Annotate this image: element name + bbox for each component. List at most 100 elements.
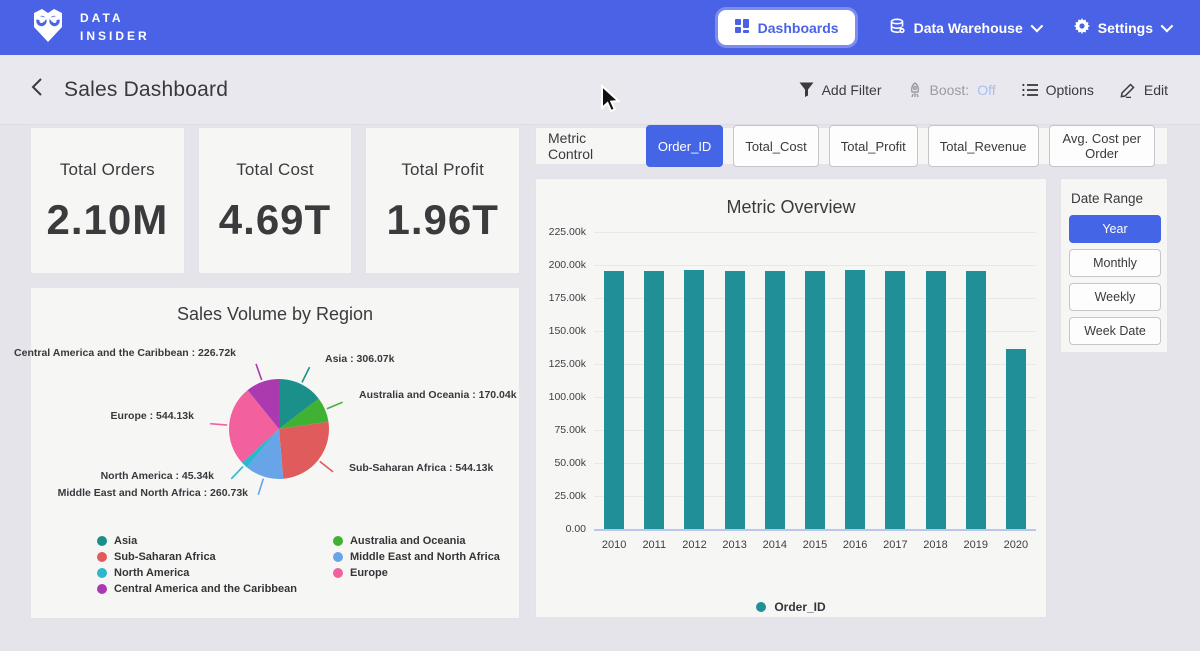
x-tick-label: 2020 (1004, 539, 1028, 551)
nav-dashboards-button[interactable]: Dashboards (718, 10, 855, 45)
nav-settings-menu[interactable]: Settings (1074, 18, 1170, 37)
bar-2012[interactable] (684, 270, 704, 529)
bar-chart-title: Metric Overview (536, 197, 1046, 218)
gear-icon (1074, 18, 1090, 37)
options-label: Options (1046, 82, 1094, 98)
pie-callout-central-america-and-the-caribbean: Central America and the Caribbean : 226.… (14, 347, 236, 359)
brand-logo[interactable]: DATA INSIDER (28, 5, 150, 50)
bar-chart-legend: Order_ID (536, 600, 1046, 614)
dashboard-body: Total Orders2.10MTotal Cost4.69TTotal Pr… (0, 125, 1200, 619)
back-button[interactable] (30, 77, 44, 102)
legend-item-north-america: North America (97, 567, 297, 579)
bar-2010[interactable] (604, 271, 624, 529)
date-range-button-monthly[interactable]: Monthly (1069, 249, 1161, 277)
pencil-icon (1120, 82, 1136, 98)
pie-callout-europe: Europe : 544.13k (111, 410, 194, 422)
bar-2018[interactable] (926, 271, 946, 529)
metric-button-total-profit[interactable]: Total_Profit (829, 125, 918, 167)
kpi-label: Total Orders (31, 160, 184, 180)
x-tick-label: 2010 (602, 539, 626, 551)
pie-callout-sub-saharan-africa: Sub-Saharan Africa : 544.13k (349, 462, 493, 474)
bar-2017[interactable] (885, 271, 905, 529)
legend-item-asia: Asia (97, 535, 297, 547)
metric-control-bar: Metric Control Order_IDTotal_Cost Total_P… (535, 127, 1168, 165)
date-range-button-week-date[interactable]: Week Date (1069, 317, 1161, 345)
metric-button-order-id[interactable]: Order_ID (646, 125, 723, 167)
date-range-label: Date Range (1071, 191, 1159, 206)
top-navbar: DATA INSIDER Dashboards (0, 0, 1200, 55)
date-range-button-weekly[interactable]: Weekly (1069, 283, 1161, 311)
bar-chart-plot[interactable]: 225.00k200.00k175.00k150.00k125.00k100.0… (536, 222, 1046, 574)
filter-funnel-icon (799, 82, 814, 97)
bar-chart-card: Metric Overview 225.00k200.00k175.00k150… (535, 178, 1047, 618)
dashboard-grid-icon (734, 18, 750, 37)
boost-rocket-icon (908, 82, 922, 98)
pie-leader-line (302, 367, 310, 382)
add-filter-button[interactable]: Add Filter (799, 82, 882, 98)
legend-label: Sub-Saharan Africa (114, 551, 216, 563)
legend-item-australia-and-oceania: Australia and Oceania (333, 535, 500, 547)
pie-chart-card: Sales Volume by Region Asia : 306.07k Aus… (30, 287, 520, 619)
metric-button-total-cost[interactable]: Total_Cost (733, 125, 818, 167)
pie-chart[interactable]: Asia : 306.07k Australia and Oceania : 17… (31, 331, 519, 521)
y-tick-label: 125.00k (540, 358, 586, 370)
legend-label: North America (114, 567, 189, 579)
boost-value: Off (977, 82, 995, 98)
legend-label: Australia and Oceania (350, 535, 466, 547)
kpi-value: 1.96T (366, 196, 519, 244)
y-tick-label: 150.00k (540, 325, 586, 337)
kpi-card-total-orders: Total Orders2.10M (30, 127, 185, 274)
bar-2016[interactable] (845, 270, 865, 529)
pie-legend-column: Asia Sub-Saharan Africa North America Centr… (97, 535, 297, 595)
pie-leader-line (256, 364, 262, 380)
legend-label: Middle East and North Africa (350, 551, 500, 563)
y-tick-label: 200.00k (540, 259, 586, 271)
bar-2011[interactable] (644, 271, 664, 529)
date-range-button-year[interactable]: Year (1069, 215, 1161, 243)
pie-leader-line (327, 402, 343, 409)
kpi-card-total-profit: Total Profit1.96T (365, 127, 520, 274)
legend-label: Europe (350, 567, 388, 579)
edit-button[interactable]: Edit (1120, 82, 1168, 98)
pie-callout-australia-and-oceania: Australia and Oceania : 170.04k (359, 389, 517, 401)
brand-name: DATA INSIDER (80, 10, 150, 45)
pie-leader-line (258, 479, 263, 495)
legend-dot-icon (756, 602, 766, 612)
legend-item-sub-saharan-africa: Sub-Saharan Africa (97, 551, 297, 563)
x-tick-label: 2019 (963, 539, 987, 551)
bar-2019[interactable] (966, 271, 986, 529)
metric-control-label: Metric Control (548, 130, 630, 162)
options-list-icon (1022, 83, 1038, 97)
legend-dot-icon (97, 584, 107, 594)
date-range-panel: Date Range Year Monthly Weekly Week Date (1060, 178, 1168, 353)
metric-button-total-revenue[interactable]: Total_Revenue (928, 125, 1039, 167)
pie-callout-asia: Asia : 306.07k (325, 353, 394, 365)
pie-callout-north-america: North America : 45.34k (101, 470, 214, 482)
bar-2015[interactable] (805, 271, 825, 529)
metric-button-avg-cost-per-order[interactable]: Avg. Cost per Order (1049, 125, 1155, 167)
bar-2014[interactable] (765, 271, 785, 529)
legend-item-middle-east-and-north-africa: Middle East and North Africa (333, 551, 500, 563)
pie-callout-middle-east-and-north-africa: Middle East and North Africa : 260.73k (58, 487, 248, 499)
legend-label: Asia (114, 535, 137, 547)
pie-legend-column: Australia and Oceania Middle East and Nor… (333, 535, 500, 595)
options-button[interactable]: Options (1022, 82, 1094, 98)
boost-toggle[interactable]: Boost: Off (908, 82, 996, 98)
legend-dot-icon (97, 552, 107, 562)
pie-slice-sub-saharan-africa[interactable] (279, 422, 329, 479)
bar-2020[interactable] (1006, 349, 1026, 529)
nav-data-warehouse-menu[interactable]: Data Warehouse (889, 18, 1040, 38)
kpi-label: Total Cost (199, 160, 352, 180)
chevron-down-icon (1161, 20, 1174, 33)
x-tick-label: 2018 (923, 539, 947, 551)
pie-leader-line (231, 467, 243, 479)
x-tick-label: 2015 (803, 539, 827, 551)
legend-item-central-america-and-the-caribbean: Central America and the Caribbean (97, 583, 297, 595)
bar-2013[interactable] (725, 271, 745, 529)
nav-dashboards-label: Dashboards (758, 20, 839, 36)
legend-dot-icon (97, 568, 107, 578)
x-tick-label: 2017 (883, 539, 907, 551)
pie-chart-title: Sales Volume by Region (31, 304, 519, 325)
add-filter-label: Add Filter (822, 82, 882, 98)
legend-dot-icon (333, 536, 343, 546)
